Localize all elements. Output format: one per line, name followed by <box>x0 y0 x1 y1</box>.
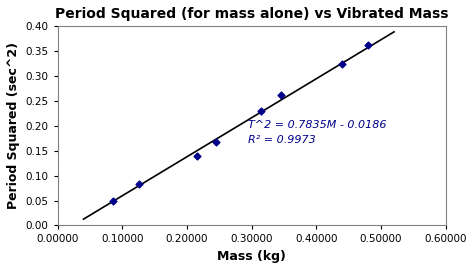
Text: R² = 0.9973: R² = 0.9973 <box>248 135 316 145</box>
Text: T^2 = 0.7835M - 0.0186: T^2 = 0.7835M - 0.0186 <box>248 120 387 130</box>
Point <box>109 198 117 203</box>
Point <box>212 140 220 144</box>
Y-axis label: Period Squared (sec^2): Period Squared (sec^2) <box>7 42 20 209</box>
Title: Period Squared (for mass alone) vs Vibrated Mass: Period Squared (for mass alone) vs Vibra… <box>55 7 448 21</box>
Point <box>193 154 201 158</box>
X-axis label: Mass (kg): Mass (kg) <box>217 250 286 263</box>
Point <box>277 93 284 97</box>
Point <box>258 109 265 113</box>
Point <box>338 62 346 66</box>
Point <box>135 182 142 186</box>
Point <box>365 43 372 47</box>
